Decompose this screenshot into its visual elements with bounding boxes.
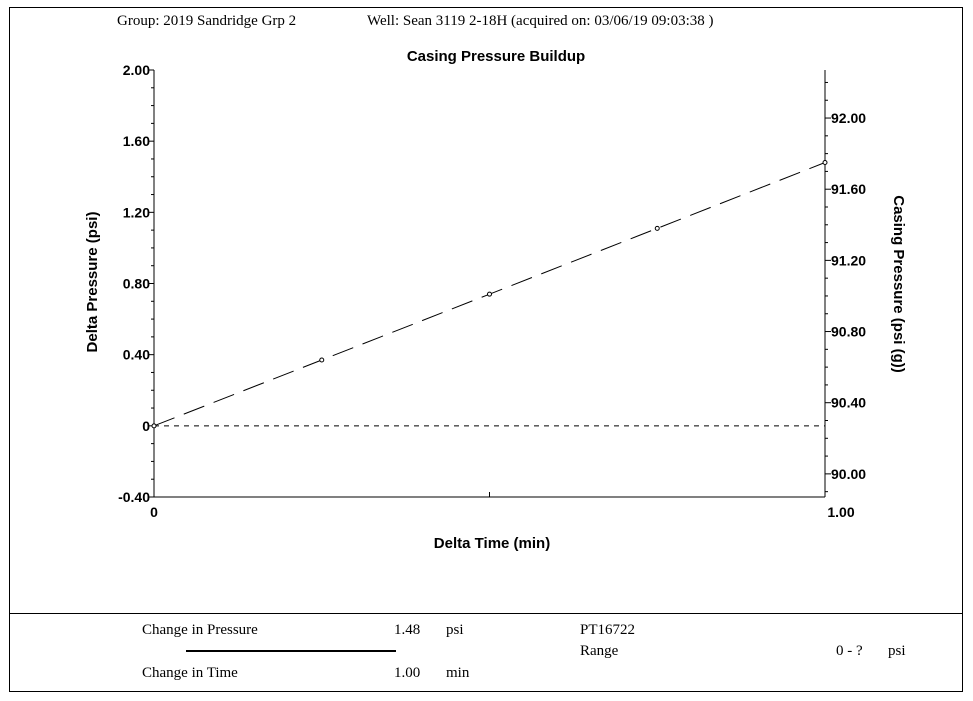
left-axis-ticks: 2.00 1.60 1.20 0.80 0.40 0 -0.40 bbox=[118, 62, 154, 505]
y-tick-label: 0 bbox=[142, 418, 150, 434]
y2-tick-label: 90.40 bbox=[831, 395, 866, 411]
y2-tick-label: 90.00 bbox=[831, 466, 866, 482]
y-tick-label: 1.20 bbox=[123, 204, 150, 220]
range-value: 0 - ? bbox=[836, 643, 863, 659]
x-axis-title: Delta Time (min) bbox=[434, 535, 550, 552]
y-tick-label: -0.40 bbox=[118, 489, 150, 505]
y-tick-label: 0.80 bbox=[123, 276, 150, 292]
report-frame bbox=[9, 7, 963, 692]
y2-tick-label: 91.20 bbox=[831, 252, 866, 268]
range-unit: psi bbox=[888, 643, 906, 659]
data-point bbox=[487, 291, 492, 297]
right-axis-ticks: 92.00 91.60 91.20 90.80 90.40 90.00 bbox=[825, 81, 866, 493]
change-in-time-unit: min bbox=[446, 665, 470, 681]
series-points bbox=[151, 160, 828, 429]
change-in-time-label: Change in Time bbox=[142, 665, 238, 681]
change-in-pressure-value: 1.48 bbox=[394, 622, 421, 638]
summary-fraction-bar bbox=[186, 650, 396, 652]
y-tick-label: 1.60 bbox=[123, 133, 150, 149]
y-axis-title: Delta Pressure (psi) bbox=[84, 212, 101, 353]
data-point bbox=[151, 423, 157, 429]
range-label: Range bbox=[580, 643, 619, 659]
data-point bbox=[822, 160, 828, 166]
chart-title: Casing Pressure Buildup bbox=[407, 48, 585, 65]
data-point bbox=[654, 225, 660, 231]
data-point bbox=[319, 357, 325, 363]
y2-tick-label: 90.80 bbox=[831, 324, 866, 340]
y2-tick-label: 91.60 bbox=[831, 181, 866, 197]
change-in-pressure-unit: psi bbox=[446, 622, 464, 638]
change-in-pressure-label: Change in Pressure bbox=[142, 622, 258, 638]
group-label: Group: 2019 Sandridge Grp 2 bbox=[117, 13, 297, 29]
y-tick-label: 2.00 bbox=[123, 62, 150, 78]
x-tick-label: 0 bbox=[150, 504, 158, 520]
pressure-chart: Casing Pressure Buildup 2.00 1.60 1.20 0.80… bbox=[84, 48, 907, 552]
bottom-axis-ticks: 0 1.00 bbox=[150, 492, 855, 520]
y2-axis-title: Casing Pressure (psi (g)) bbox=[890, 195, 907, 373]
sensor-id: PT16722 bbox=[580, 622, 636, 638]
y2-tick-label: 92.00 bbox=[831, 110, 866, 126]
y-tick-label: 0.40 bbox=[123, 347, 150, 363]
well-label: Well: Sean 3119 2-18H (acquired on: 03/0… bbox=[367, 13, 714, 29]
x-tick-label: 1.00 bbox=[827, 504, 854, 520]
summary-divider bbox=[9, 613, 963, 614]
change-in-time-value: 1.00 bbox=[394, 665, 421, 681]
